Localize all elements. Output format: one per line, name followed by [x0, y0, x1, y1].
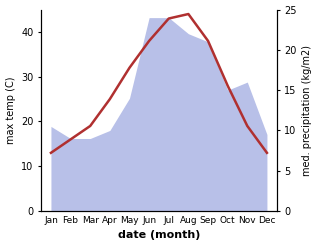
- Y-axis label: med. precipitation (kg/m2): med. precipitation (kg/m2): [302, 45, 313, 176]
- Y-axis label: max temp (C): max temp (C): [5, 77, 16, 144]
- X-axis label: date (month): date (month): [118, 231, 200, 240]
